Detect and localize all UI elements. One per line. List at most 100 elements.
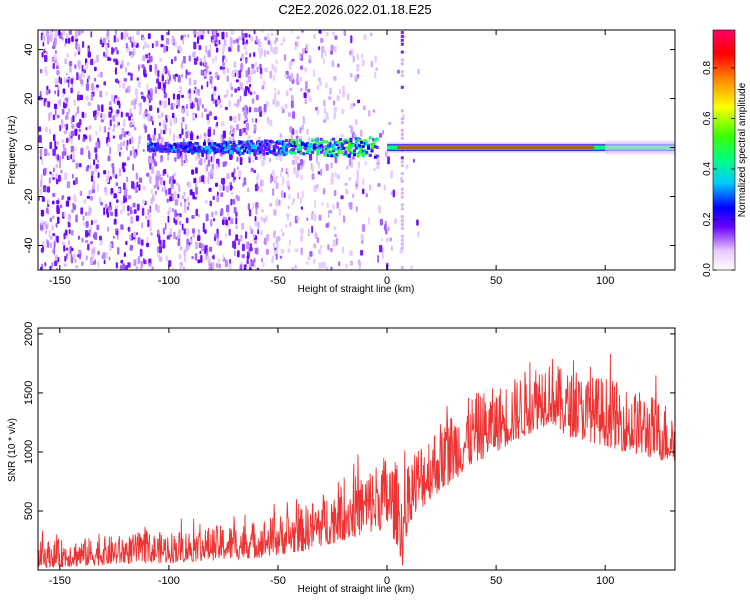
tone-cell — [365, 143, 369, 147]
spike-cell — [400, 164, 404, 168]
noise-cell — [338, 261, 341, 267]
noise-cell — [38, 126, 42, 132]
noise-cell — [230, 191, 234, 195]
noise-cell — [131, 232, 134, 241]
x-tick-label: 50 — [490, 275, 502, 287]
noise-cell — [282, 176, 285, 184]
noise-cell — [50, 172, 54, 178]
noise-cell — [227, 68, 229, 74]
tone-cell — [176, 142, 180, 146]
tone-cell — [309, 145, 313, 149]
noise-cell — [174, 56, 177, 62]
noise-cell — [287, 172, 289, 178]
noise-cell — [165, 255, 169, 262]
spike-cell — [400, 34, 404, 38]
noise-cell — [41, 158, 44, 165]
tone-cell — [264, 145, 268, 149]
tone-cell — [305, 150, 309, 154]
noise-cell — [61, 139, 65, 143]
spike-cell — [400, 38, 404, 42]
noise-cell — [39, 148, 43, 157]
noise-cell — [336, 174, 340, 180]
noise-cell — [93, 159, 95, 166]
noise-cell — [126, 61, 130, 66]
noise-cell — [334, 172, 337, 178]
tone-cell — [290, 139, 294, 143]
tone-cell — [284, 139, 288, 143]
noise-cell — [77, 30, 81, 36]
noise-cell — [206, 164, 209, 172]
noise-cell — [109, 119, 112, 127]
tone-cell — [202, 150, 206, 154]
noise-cell — [219, 240, 222, 245]
noise-cell — [289, 87, 293, 92]
noise-cell — [188, 88, 191, 94]
noise-cell — [106, 30, 110, 37]
snr-x-ticks: -150 -100 -50 0 50 100 — [49, 328, 614, 587]
noise-cell — [311, 212, 314, 220]
noise-cell — [62, 143, 65, 148]
tone-cell — [281, 145, 285, 149]
noise-cell — [245, 70, 249, 78]
noise-cell — [71, 35, 74, 42]
tone-cell — [339, 137, 343, 141]
noise-cell — [309, 153, 313, 161]
tone-cell — [223, 148, 227, 152]
noise-cell — [272, 242, 276, 248]
noise-cell — [334, 156, 338, 164]
noise-cell — [169, 118, 172, 127]
noise-cell — [360, 249, 364, 256]
noise-cell — [266, 50, 270, 55]
noise-cell — [143, 96, 146, 102]
noise-cell — [176, 94, 181, 100]
noise-cell — [121, 162, 125, 170]
noise-cell — [44, 148, 47, 155]
spike-cell — [400, 207, 404, 211]
noise-cell — [254, 61, 257, 67]
noise-cell — [48, 112, 51, 121]
noise-cell — [193, 79, 197, 86]
noise-cell — [165, 189, 168, 196]
noise-cell — [175, 219, 178, 225]
noise-cell — [263, 240, 267, 245]
tone-cell — [234, 148, 238, 152]
noise-cell — [265, 101, 269, 107]
noise-cell — [255, 35, 258, 43]
noise-cell — [282, 37, 286, 43]
tone-cell — [162, 148, 166, 152]
tone-cell — [216, 147, 220, 151]
noise-cell — [70, 229, 74, 236]
colorbar-tick-label: 0.2 — [702, 212, 713, 226]
tone-cell — [328, 150, 332, 154]
noise-cell — [250, 68, 254, 75]
tone-cell — [298, 138, 302, 142]
noise-cell — [254, 247, 259, 255]
noise-cell — [136, 92, 138, 100]
noise-cell — [325, 266, 329, 270]
tone-cell — [353, 149, 357, 153]
tone-cell — [166, 148, 170, 152]
noise-cell — [209, 246, 213, 252]
noise-cell — [230, 125, 233, 130]
noise-cell — [231, 70, 235, 78]
noise-cell — [197, 229, 201, 237]
noise-cell — [330, 177, 334, 185]
noise-cell — [325, 163, 329, 171]
noise-cell — [99, 238, 103, 246]
noise-cell — [275, 46, 278, 54]
tone-cell — [222, 141, 226, 145]
noise-cell — [235, 234, 239, 241]
noise-cell — [216, 238, 219, 246]
noise-cell — [163, 100, 167, 109]
noise-cell — [75, 265, 78, 269]
noise-cell — [254, 184, 259, 192]
noise-cell — [75, 30, 78, 37]
noise-cell — [211, 255, 215, 259]
tone-cell — [375, 137, 379, 141]
noise-cell — [45, 90, 49, 96]
noise-cell — [222, 185, 225, 191]
tone-cell — [356, 143, 360, 147]
noise-cell — [103, 126, 107, 133]
noise-cell — [195, 208, 198, 217]
